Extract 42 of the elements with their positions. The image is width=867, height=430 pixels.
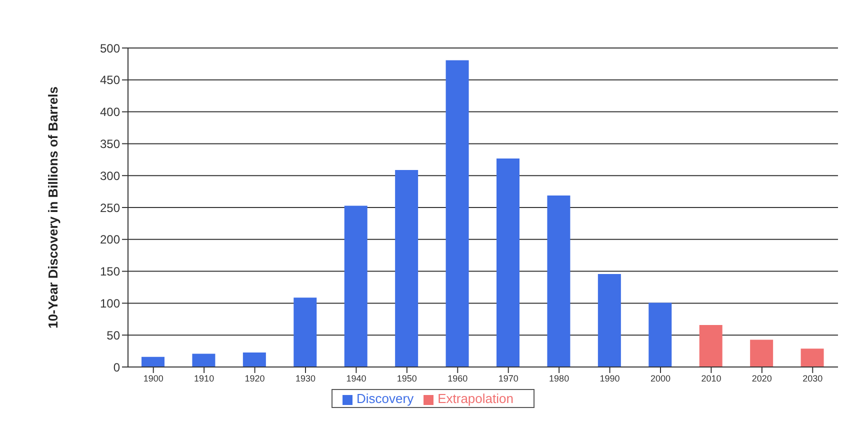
y-tick-label: 450	[100, 73, 120, 88]
y-tick-label: 0	[113, 360, 120, 374]
bar	[192, 354, 216, 367]
y-tick-label: 50	[106, 328, 120, 342]
bar	[800, 348, 824, 367]
bar	[142, 356, 164, 367]
x-tick-label: 1910	[194, 373, 214, 384]
x-tick-label: 1990	[600, 373, 620, 384]
bar	[496, 158, 520, 367]
x-tick-label: 1960	[448, 373, 468, 384]
bar	[446, 60, 469, 367]
legend-label: Extrapolation	[438, 391, 514, 406]
bar	[750, 340, 774, 367]
y-tick-label: 300	[100, 168, 120, 183]
x-tick-label: 2000	[650, 373, 671, 384]
y-axis-title: 10-Year Discovery in Billions of Barrels	[46, 86, 61, 329]
legend-label: Discovery	[356, 391, 414, 406]
x-tick-label: 2010	[701, 373, 722, 384]
bar	[598, 274, 621, 367]
y-tick-label: 100	[100, 296, 120, 310]
bar	[547, 196, 570, 367]
y-tick-label: 350	[100, 136, 120, 151]
x-tick-label: 1970	[498, 373, 518, 384]
bar	[648, 302, 672, 367]
y-tick-label: 250	[100, 200, 120, 215]
y-tick-label: 200	[100, 232, 120, 247]
y-tick-label: 500	[100, 41, 120, 56]
x-tick-label: 1950	[396, 373, 417, 384]
y-tick-label: 150	[100, 264, 120, 279]
bar	[294, 298, 317, 367]
x-tick-label: 2030	[802, 373, 823, 384]
x-tick-label: 1940	[346, 373, 366, 384]
bar	[242, 352, 266, 367]
x-tick-label: 2020	[752, 373, 772, 384]
y-tick-label: 400	[100, 105, 120, 120]
bar	[699, 325, 722, 367]
x-tick-label: 1920	[244, 373, 265, 384]
bar	[344, 206, 368, 367]
x-tick-label: 1980	[549, 373, 570, 384]
x-tick-label: 1930	[295, 373, 316, 384]
x-tick-label: 1900	[143, 373, 164, 384]
bar	[395, 170, 418, 367]
